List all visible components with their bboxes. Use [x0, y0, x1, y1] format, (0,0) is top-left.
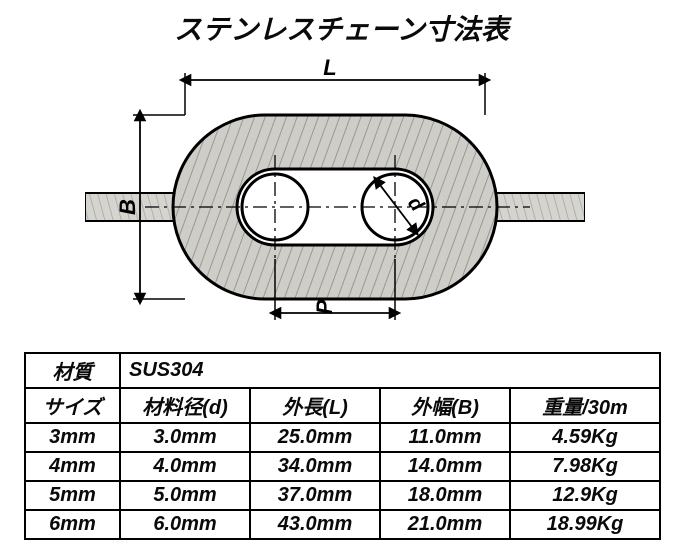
spec-table: 材質 SUS304 サイズ 材料径(d) 外長(L) 外幅(B) 重量/30m … [24, 352, 659, 540]
label-L: L [323, 55, 336, 80]
cell-size: 5mm [25, 481, 120, 510]
cell-w: 7.98Kg [510, 452, 660, 481]
material-label: 材質 [25, 353, 120, 388]
col-B: 外幅(B) [380, 388, 510, 423]
cell-w: 4.59Kg [510, 423, 660, 452]
dimension-table: 材質 SUS304 サイズ 材料径(d) 外長(L) 外幅(B) 重量/30m … [24, 352, 661, 540]
label-P: P [312, 299, 337, 314]
col-w: 重量/30m [510, 388, 660, 423]
cell-w: 12.9Kg [510, 481, 660, 510]
cell-L: 37.0mm [250, 481, 380, 510]
cell-d: 4.0mm [120, 452, 250, 481]
col-size: サイズ [25, 388, 120, 423]
material-value: SUS304 [120, 353, 660, 388]
cell-B: 11.0mm [380, 423, 510, 452]
table-row: 6mm 6.0mm 43.0mm 21.0mm 18.99Kg [25, 510, 660, 539]
col-d: 材料径(d) [120, 388, 250, 423]
cell-size: 4mm [25, 452, 120, 481]
cell-w: 18.99Kg [510, 510, 660, 539]
chain-link-diagram: L B P d [85, 55, 585, 345]
cell-size: 6mm [25, 510, 120, 539]
cell-B: 21.0mm [380, 510, 510, 539]
label-B: B [115, 199, 140, 215]
table-row: 3mm 3.0mm 25.0mm 11.0mm 4.59Kg [25, 423, 660, 452]
cell-B: 14.0mm [380, 452, 510, 481]
table-row: 4mm 4.0mm 34.0mm 14.0mm 7.98Kg [25, 452, 660, 481]
material-row: 材質 SUS304 [25, 353, 660, 388]
col-L: 外長(L) [250, 388, 380, 423]
cell-L: 34.0mm [250, 452, 380, 481]
cell-B: 18.0mm [380, 481, 510, 510]
cell-d: 5.0mm [120, 481, 250, 510]
cell-d: 6.0mm [120, 510, 250, 539]
cell-L: 25.0mm [250, 423, 380, 452]
page: ステンレスチェーン寸法表 [0, 0, 683, 546]
cell-d: 3.0mm [120, 423, 250, 452]
header-row: サイズ 材料径(d) 外長(L) 外幅(B) 重量/30m [25, 388, 660, 423]
table-row: 5mm 5.0mm 37.0mm 18.0mm 12.9Kg [25, 481, 660, 510]
cell-size: 3mm [25, 423, 120, 452]
page-title: ステンレスチェーン寸法表 [0, 8, 683, 48]
cell-L: 43.0mm [250, 510, 380, 539]
